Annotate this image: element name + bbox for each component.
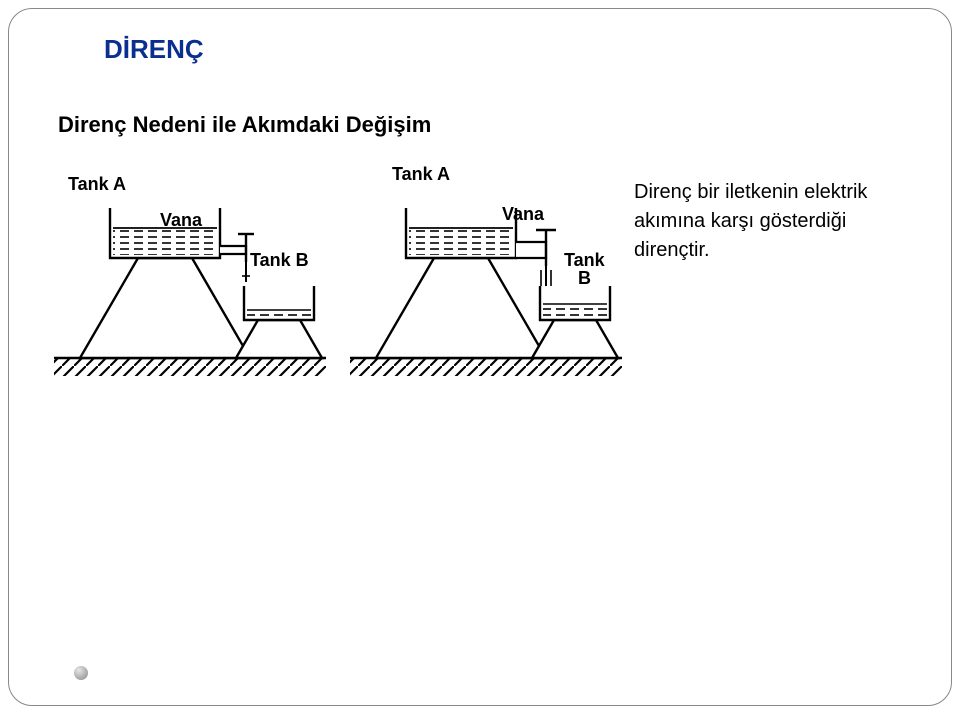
resistance-analogy-diagram: Tank A Vana Tank B [50, 150, 630, 390]
definition-text: Direnç bir iletkenin elektrik akımına ka… [634, 178, 914, 265]
tank-b-right [540, 286, 610, 320]
page-title: DİRENÇ [104, 34, 204, 65]
label-tank-a-right: Tank A [392, 164, 450, 184]
slide-bullet-icon [74, 666, 88, 680]
label-tank-b-right: TankB [564, 250, 606, 288]
tank-b-left [244, 286, 314, 320]
tank-a-right [406, 208, 516, 258]
label-vana-left: Vana [160, 210, 203, 230]
panel-right: Tank A Vana TankB [350, 164, 622, 376]
label-vana-right: Vana [502, 204, 545, 224]
diagram-caption: Direnç Nedeni ile Akımdaki Değişim [58, 112, 431, 138]
label-tank-a-left: Tank A [68, 174, 126, 194]
label-tank-b-left-1: Tank B [250, 250, 309, 270]
panel-left: Tank A Vana Tank B [54, 174, 326, 376]
